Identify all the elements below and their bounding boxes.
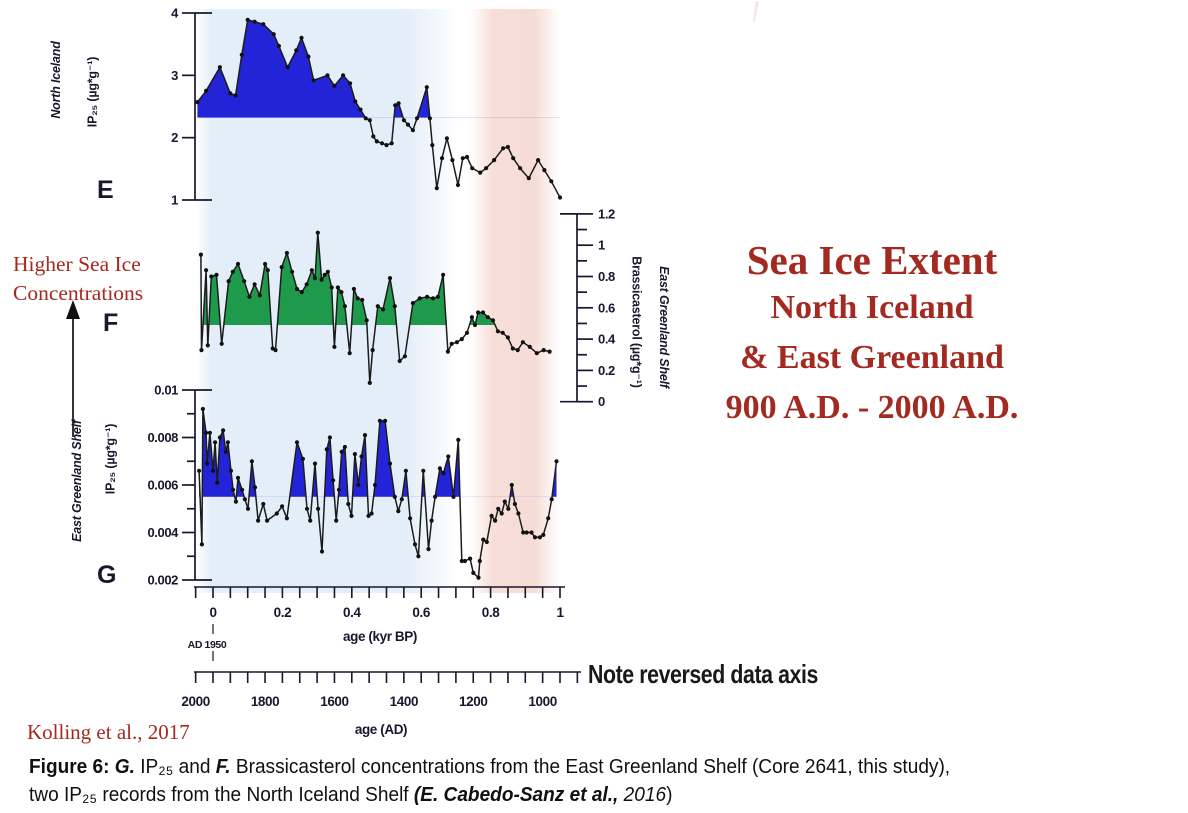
tick-label-x-ad: 1800 — [251, 694, 279, 709]
tick-label-x-kyr: 0.8 — [482, 605, 500, 620]
chart-E-area — [197, 19, 560, 118]
tick-label-y-E: 4 — [171, 6, 179, 21]
caption-mid1: IP₂₅ and — [140, 755, 216, 778]
tick-label-y-F: 1.2 — [598, 206, 615, 221]
axis-title-e-region: North Iceland — [49, 41, 63, 119]
x-axis-kyr-title: age (kyr BP) — [343, 629, 417, 644]
tick-label-y-G: 0.01 — [154, 383, 178, 398]
tick-label-x-ad: 1200 — [459, 694, 487, 709]
chart-G-area — [199, 409, 557, 497]
note-reversed-axis: Note reversed data axis — [588, 659, 818, 689]
axis-y-F — [560, 213, 593, 403]
tick-label-y-F: 0.4 — [598, 332, 616, 347]
higher-sea-ice-arrow — [66, 300, 80, 437]
axis-x-kyr — [194, 586, 565, 598]
tick-label-y-E: 1 — [171, 192, 178, 207]
chart-F-area — [200, 232, 550, 326]
axis-x-ad — [194, 671, 581, 683]
figure-title-line4: 900 A.D. - 2000 A.D. — [725, 389, 1019, 426]
higher-sea-ice-label-line1: Higher Sea Ice — [13, 252, 141, 276]
axis-title-g-ip25: IP₂₅ (µg*g⁻¹) — [103, 423, 118, 495]
axis-y-G — [182, 389, 212, 581]
higher-sea-ice-label-line2: Concentrations — [13, 281, 144, 305]
tick-label-x-ad: 2000 — [181, 694, 209, 709]
axis-y-E — [182, 12, 212, 201]
chart-E-line — [196, 19, 561, 198]
tick-label-x-kyr: 0 — [209, 605, 216, 620]
chart-F-markers — [198, 230, 552, 385]
tick-label-x-kyr: 1 — [556, 605, 564, 620]
caption-g-label: G. — [114, 755, 141, 778]
panel-letter-g: G — [97, 561, 117, 589]
caption-figure-number: Figure 6: — [29, 755, 115, 778]
tick-label-y-F: 0.2 — [598, 363, 615, 378]
tick-label-y-E: 2 — [171, 130, 178, 145]
chart-G: 0.002 0.004 0.006 0.008 0.01 — [147, 383, 559, 588]
caption-close-paren: ) — [666, 782, 673, 806]
citation-kolling: Kolling et al., 2017 — [27, 720, 190, 744]
tick-label-y-G: 0.006 — [147, 478, 178, 493]
tick-label-x-ad: 1600 — [320, 694, 348, 709]
axis-title-g-region: East Greenland Shelf — [70, 420, 84, 542]
tick-label-x-kyr: 0.2 — [274, 605, 292, 620]
chart-E-markers — [195, 17, 563, 200]
tick-label-y-E: 3 — [171, 68, 178, 83]
chart-F: 0 0.2 0.4 0.6 0.8 1 1.2 — [198, 206, 616, 409]
tick-label-x-kyr: 0.4 — [343, 605, 361, 620]
figure-title-line1: Sea Ice Extent — [746, 237, 998, 283]
panel-letter-e: E — [97, 176, 114, 204]
figure-title-line3: & East Greenland — [740, 339, 1004, 376]
figure-chart-svg: 123400.20.40.60.811.20.0020.0040.0060.00… — [66, 6, 616, 737]
x-axis-ad-title: age (AD) — [355, 722, 407, 737]
tick-label-x-kyr: 0.6 — [412, 605, 430, 620]
tick-label-y-F: 1 — [598, 238, 605, 253]
axis-title-f-region: East Greenland Shelf — [657, 266, 671, 388]
tick-label-y-G: 0.004 — [147, 525, 179, 540]
chart-G-markers — [197, 406, 559, 580]
ad-1950-label: AD 1950 — [188, 639, 227, 651]
tick-label-x-ad: 1400 — [390, 694, 418, 709]
caption-f-label: F. — [215, 755, 236, 778]
tick-label-y-G: 0.002 — [147, 573, 178, 588]
chart-E: 1 2 3 4 — [171, 6, 563, 207]
tick-label-y-F: 0.6 — [598, 300, 615, 315]
caption-line2: two IP₂₅ records from the North Iceland … — [29, 782, 414, 806]
panel-letter-f: F — [103, 309, 119, 337]
tick-label-y-G: 0.008 — [147, 430, 178, 445]
caption-cite: (E. Cabedo-Sanz et al., — [413, 782, 619, 806]
tick-label-x-ad: 1000 — [528, 694, 556, 709]
caption-cite-year: 2016 — [618, 782, 667, 806]
axis-title-e-ip25: IP₂₅ (µg*g⁻¹) — [85, 56, 100, 128]
axis-title-f-brassicasterol: Brassicasterol (µg*g⁻¹) — [629, 256, 644, 388]
tick-label-y-F: 0.8 — [598, 269, 615, 284]
caption-mid2: Brassicasterol concentrations from the E… — [235, 755, 951, 778]
tick-label-y-F: 0 — [598, 394, 605, 409]
figure-caption: Figure 6: G. IP₂₅ and F. Brassicasterol … — [29, 753, 1173, 808]
figure-title-line2: North Iceland — [770, 289, 974, 326]
